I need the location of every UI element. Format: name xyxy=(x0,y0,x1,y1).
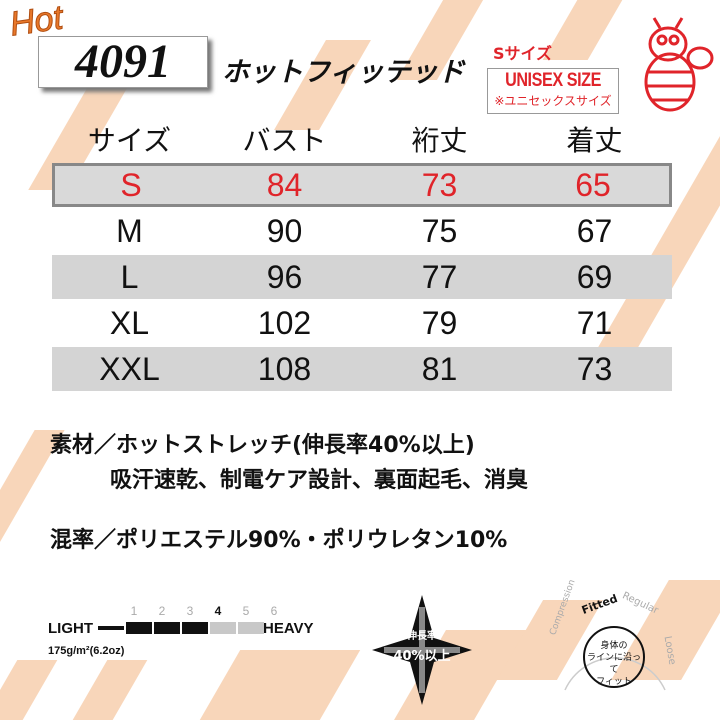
unisex-text: UNISEX SIZE xyxy=(505,70,601,91)
unisex-jp-text: ※ユニセックスサイズ xyxy=(494,94,612,108)
table-cell: XXL xyxy=(52,347,207,391)
table-cell: 75 xyxy=(421,212,458,249)
table-cell: S xyxy=(52,163,207,207)
stretch-star-icon xyxy=(372,595,472,705)
weight-scale-tick: 1 xyxy=(130,604,138,618)
table-row: M 90 75 67 xyxy=(52,209,672,253)
size-table: サイズ バスト 裄丈 着丈 S 84 73 65 M 90 75 67 L 96 77 69 XL… xyxy=(52,115,672,393)
column-header: 裄丈 xyxy=(411,124,468,157)
weight-bar-segment xyxy=(210,622,236,634)
table-cell: 108 xyxy=(207,347,362,391)
table-cell: 77 xyxy=(362,255,517,299)
table-cell: 90 xyxy=(266,212,303,249)
fit-description: 身体の ラインに沿って フィット xyxy=(583,626,645,688)
table-cell: 81 xyxy=(362,347,517,391)
weight-bar-segment xyxy=(154,622,180,634)
fit-desc-line: ラインに沿って xyxy=(586,653,641,675)
column-header: サイズ xyxy=(87,124,172,157)
heavy-label: HEAVY xyxy=(263,620,314,637)
bee-mascot-icon xyxy=(644,17,714,112)
weight-bar-segment xyxy=(98,626,124,630)
table-cell: 73 xyxy=(517,347,672,391)
table-row: XL 102 79 71 xyxy=(52,301,672,345)
table-row: L 96 77 69 xyxy=(52,255,672,299)
light-label: LIGHT xyxy=(48,620,93,637)
stretch-value: 40%以上 xyxy=(393,649,451,664)
weight-scale-tick: 3 xyxy=(186,604,194,618)
column-header: バスト xyxy=(242,124,327,157)
blend-text: 混率／ポリエステル90%・ポリウレタン10% xyxy=(50,528,508,553)
material-text: 素材／ホットストレッチ(伸長率40%以上) xyxy=(50,433,475,458)
table-cell: 67 xyxy=(576,212,613,249)
model-number: 4091 xyxy=(38,36,208,88)
fit-desc-line: 身体の xyxy=(600,641,628,651)
weight-bar-segment xyxy=(126,622,152,634)
table-cell: 96 xyxy=(207,255,362,299)
table-cell: 71 xyxy=(576,304,613,341)
table-cell: M xyxy=(116,212,143,249)
table-cell: XL xyxy=(109,304,150,341)
features-text: 吸汗速乾、制電ケア設計、裏面起毛、消臭 xyxy=(110,468,529,493)
table-cell: 79 xyxy=(421,304,458,341)
table-row-selected: S 84 73 65 xyxy=(52,163,672,207)
product-name: ホットフィッテッド xyxy=(222,57,465,88)
table-cell: L xyxy=(52,255,207,299)
weight-scale-tick: 4 xyxy=(214,604,222,618)
table-cell: 84 xyxy=(207,163,362,207)
fit-desc-line: フィット xyxy=(596,677,632,687)
column-header: 着丈 xyxy=(566,124,623,157)
unisex-badge: UNISEX SIZE ※ユニセックスサイズ xyxy=(487,68,619,114)
table-cell: 65 xyxy=(517,163,672,207)
weight-bar-segment xyxy=(238,622,264,634)
table-cell: 69 xyxy=(517,255,672,299)
stretch-label: 伸長率 xyxy=(407,631,437,642)
table-cell: 73 xyxy=(362,163,517,207)
table-cell: 102 xyxy=(257,304,312,341)
table-header-row: サイズ バスト 裄丈 着丈 xyxy=(52,117,672,161)
weight-value: 175g/m²(6.2oz) xyxy=(48,645,125,657)
table-row: XXL 108 81 73 xyxy=(52,347,672,391)
weight-scale-tick: 6 xyxy=(270,604,278,618)
stretch-badge: 伸長率 40%以上 xyxy=(372,595,472,705)
weight-scale-tick: 5 xyxy=(242,604,250,618)
weight-scale-tick: 2 xyxy=(158,604,166,618)
weight-bar-segment xyxy=(182,622,208,634)
fit-gauge: Compression Fitted Regular Loose 身体の ライン… xyxy=(548,578,677,710)
size-label: Sサイズ xyxy=(493,44,553,63)
